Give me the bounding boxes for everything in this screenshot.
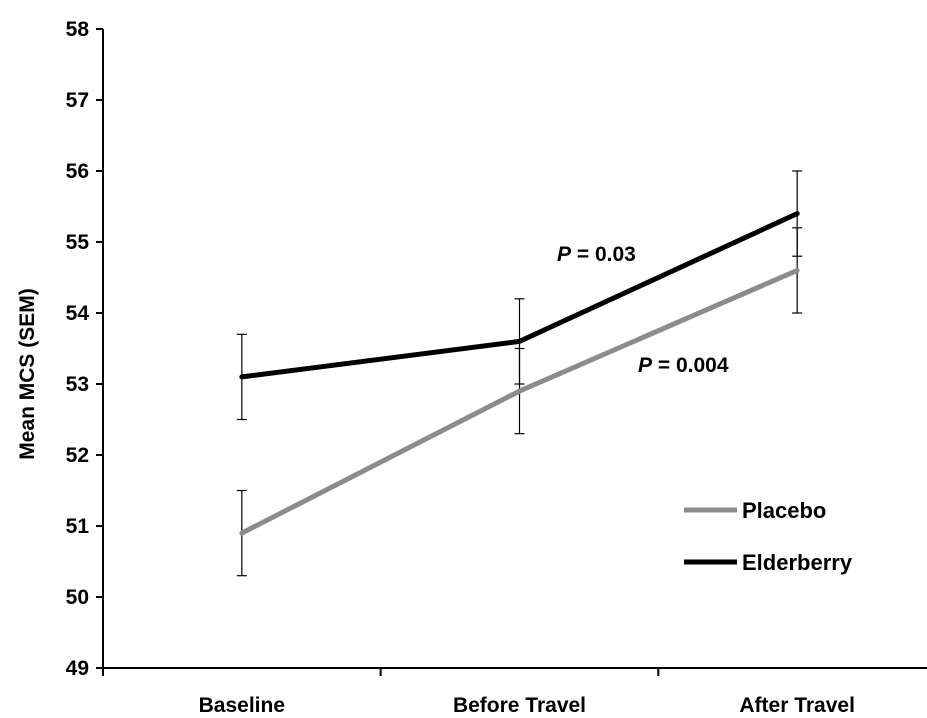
p-value-text: = 0.03 [571, 243, 636, 266]
y-axis-title: Mean MCS (SEM) [16, 288, 39, 460]
y-tick-label: 49 [66, 657, 89, 680]
p-symbol: P [557, 243, 572, 266]
p-value-text: = 0.004 [652, 354, 729, 377]
legend-label-placebo: Placebo [742, 498, 826, 523]
legend-label-elderberry: Elderberry [742, 550, 853, 575]
y-tick-label: 53 [66, 373, 89, 396]
legend: Placebo Elderberry [684, 498, 853, 575]
p-value-annotation-elderberry: P = 0.03 [557, 243, 636, 266]
x-axis: Baseline Before Travel After Travel [102, 667, 927, 717]
series-line [239, 211, 800, 380]
annotation-layer: P = 0.03 P = 0.004 [557, 243, 729, 377]
series-placebo [236, 227, 803, 577]
x-tick-label: Before Travel [453, 694, 586, 717]
p-value-annotation-placebo: P = 0.004 [638, 354, 729, 377]
x-tick-label: After Travel [739, 694, 855, 717]
y-tick-label: 50 [66, 586, 89, 609]
x-tick-label: Baseline [199, 694, 285, 717]
y-tick-label: 57 [66, 89, 89, 112]
y-tick-label: 58 [66, 18, 90, 41]
y-tick-label: 56 [66, 160, 89, 183]
y-axis: 49 50 51 52 53 54 55 56 57 58 [66, 18, 104, 680]
y-tick-label: 51 [66, 515, 90, 538]
series-elderberry [236, 170, 803, 421]
series-layer [236, 170, 803, 577]
series-line [239, 267, 800, 536]
p-symbol: P [638, 354, 653, 377]
y-tick-label: 52 [66, 444, 89, 467]
y-tick-label: 54 [66, 302, 90, 325]
y-tick-label: 55 [66, 231, 90, 254]
